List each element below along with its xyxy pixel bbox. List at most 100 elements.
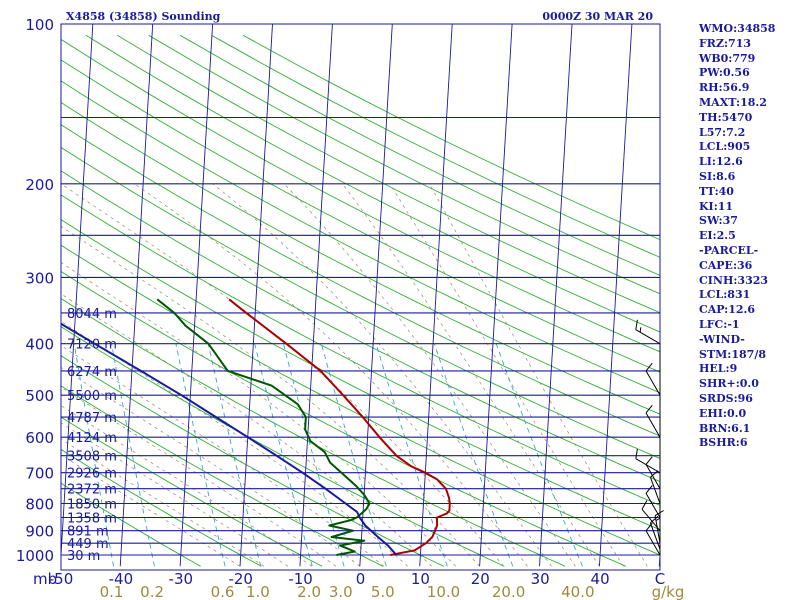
- moist-adiabats: [61, 183, 648, 567]
- mixing-ratio-line: [433, 343, 514, 567]
- sounding-index-item: SHR+:0.0: [699, 377, 759, 391]
- sounding-index-item: CAPE:36: [699, 258, 753, 272]
- isobars: [61, 116, 660, 556]
- mixing-ratio-line: [283, 343, 345, 567]
- mixing-ratio-label: 3.0: [329, 583, 353, 600]
- dry-adiabat: [61, 101, 660, 415]
- sounding-index-item: -WIND-: [699, 332, 745, 346]
- moist-adiabat: [342, 183, 600, 567]
- sounding-index-item: PW:0.56: [699, 66, 750, 80]
- sounding-index-item: TT:40: [699, 184, 734, 198]
- mixing-ratio-label: 0.6: [211, 583, 235, 600]
- pressure-unit-label: mb: [33, 570, 57, 588]
- mixing-ratio-line: [320, 343, 387, 567]
- wind-barb: [645, 493, 661, 518]
- dry-adiabat: [85, 34, 660, 333]
- moist-adiabat: [61, 405, 313, 567]
- plot-frame: [60, 23, 661, 571]
- wind-barb: [641, 508, 661, 532]
- height-label: 1358 m: [67, 512, 117, 527]
- isotherm: [239, 24, 273, 567]
- temperature-tick-label: 30: [531, 570, 550, 588]
- height-label: 6274 m: [67, 365, 117, 380]
- mixing-ratio-label: 10.0: [427, 583, 460, 600]
- wind-barb: [635, 458, 661, 474]
- plot-area: [61, 24, 660, 570]
- wind-barb-flag: [635, 448, 638, 459]
- temperature-tick-label: 20: [471, 570, 490, 588]
- wind-barb-flag: [639, 327, 642, 333]
- isotherm: [61, 24, 94, 563]
- dry-adiabat: [61, 38, 660, 353]
- temperature-line: [228, 298, 451, 556]
- dry-adiabat: [148, 34, 660, 295]
- temperature-tick-label: -50: [49, 570, 74, 588]
- wind-barb: [645, 370, 661, 396]
- wind-barb-flag: [645, 404, 653, 414]
- mixing-ratio-line: [207, 343, 262, 567]
- mixing-ratio-labels: 0.1 0.2 0.6 1.0 2.0 3.0 5.0 10.0 20.0 40.0 g/kg: [100, 583, 685, 600]
- isotherm: [359, 24, 393, 567]
- wind-barb: [645, 464, 661, 489]
- dry-adiabat: [61, 298, 566, 567]
- dry-adiabat: [211, 34, 660, 258]
- isotherm: [658, 547, 660, 567]
- height-label: 4787 m: [67, 411, 117, 426]
- mixing-ratio-label: 0.2: [140, 583, 164, 600]
- wind-barb-flag: [645, 456, 653, 465]
- sounding-index-item: SW:37: [699, 214, 738, 228]
- sounding-lines: [61, 298, 451, 556]
- mixing-ratio-unit-label: g/kg: [652, 583, 685, 600]
- moist-adiabat: [61, 293, 432, 567]
- dry-adiabat: [61, 448, 262, 567]
- sounding-index-item: LI:12.6: [699, 155, 743, 169]
- height-label: 5500 m: [67, 389, 117, 404]
- sounding-index-item: WB0:779: [699, 51, 756, 65]
- dry-adiabat: [61, 59, 660, 373]
- temperature-tick-label: 10: [411, 570, 430, 588]
- temperature-tick-label: 0: [356, 570, 366, 588]
- sounding-index-item: -PARCEL-: [699, 243, 759, 257]
- sounding-index-item: BRN:6.1: [699, 421, 751, 435]
- dry-adiabat: [61, 194, 660, 506]
- wind-barb-flag: [645, 362, 653, 372]
- isotherms: [61, 24, 660, 567]
- moist-adiabat: [61, 262, 456, 567]
- sounding-index-item: L57:7.2: [699, 125, 746, 139]
- temperature-tick-label: -10: [288, 570, 313, 588]
- height-label: 7120 m: [67, 338, 117, 353]
- height-label: 4124 m: [67, 431, 117, 446]
- sounding-index-item: CAP:12.6: [699, 303, 756, 317]
- pressure-tick-label: 800: [25, 496, 54, 514]
- pressure-tick-label: 200: [25, 176, 54, 194]
- wind-barb-flag: [650, 515, 659, 524]
- pressure-tick-label: 700: [25, 465, 54, 483]
- wind-barb: [649, 522, 661, 550]
- isotherm: [299, 24, 333, 567]
- dry-adiabat: [61, 146, 660, 460]
- height-label: 1850 m: [67, 498, 117, 513]
- height-label: 2372 m: [67, 483, 117, 498]
- pressure-tick-label: 600: [25, 429, 54, 447]
- isotherm: [119, 24, 154, 567]
- wind-barbs: [635, 319, 664, 556]
- mixing-ratio-label: 0.1: [100, 583, 124, 600]
- chart-title: X4858 (34858) Sounding: [66, 10, 221, 23]
- wind-barb-flag: [641, 500, 648, 510]
- dry-adiabat: [117, 34, 660, 314]
- pressure-tick-label: 500: [25, 387, 54, 405]
- sounding-index-item: MAXT:18.2: [699, 95, 767, 109]
- sounding-index-item: SI:8.6: [699, 169, 736, 183]
- isotherm: [179, 24, 214, 567]
- dry-adiabat: [61, 170, 660, 483]
- sounding-index-item: CINH:3323: [699, 273, 769, 287]
- mixing-ratio-line: [495, 343, 583, 567]
- height-label: 2926 m: [67, 467, 117, 482]
- mixing-ratio-label: 1.0: [246, 583, 270, 600]
- wind-barb-flag: [650, 470, 659, 478]
- height-label: 30 m: [67, 549, 100, 564]
- sounding-index-item: EHI:0.0: [699, 406, 747, 420]
- isotherm: [598, 24, 633, 567]
- dry-adiabat: [179, 34, 660, 276]
